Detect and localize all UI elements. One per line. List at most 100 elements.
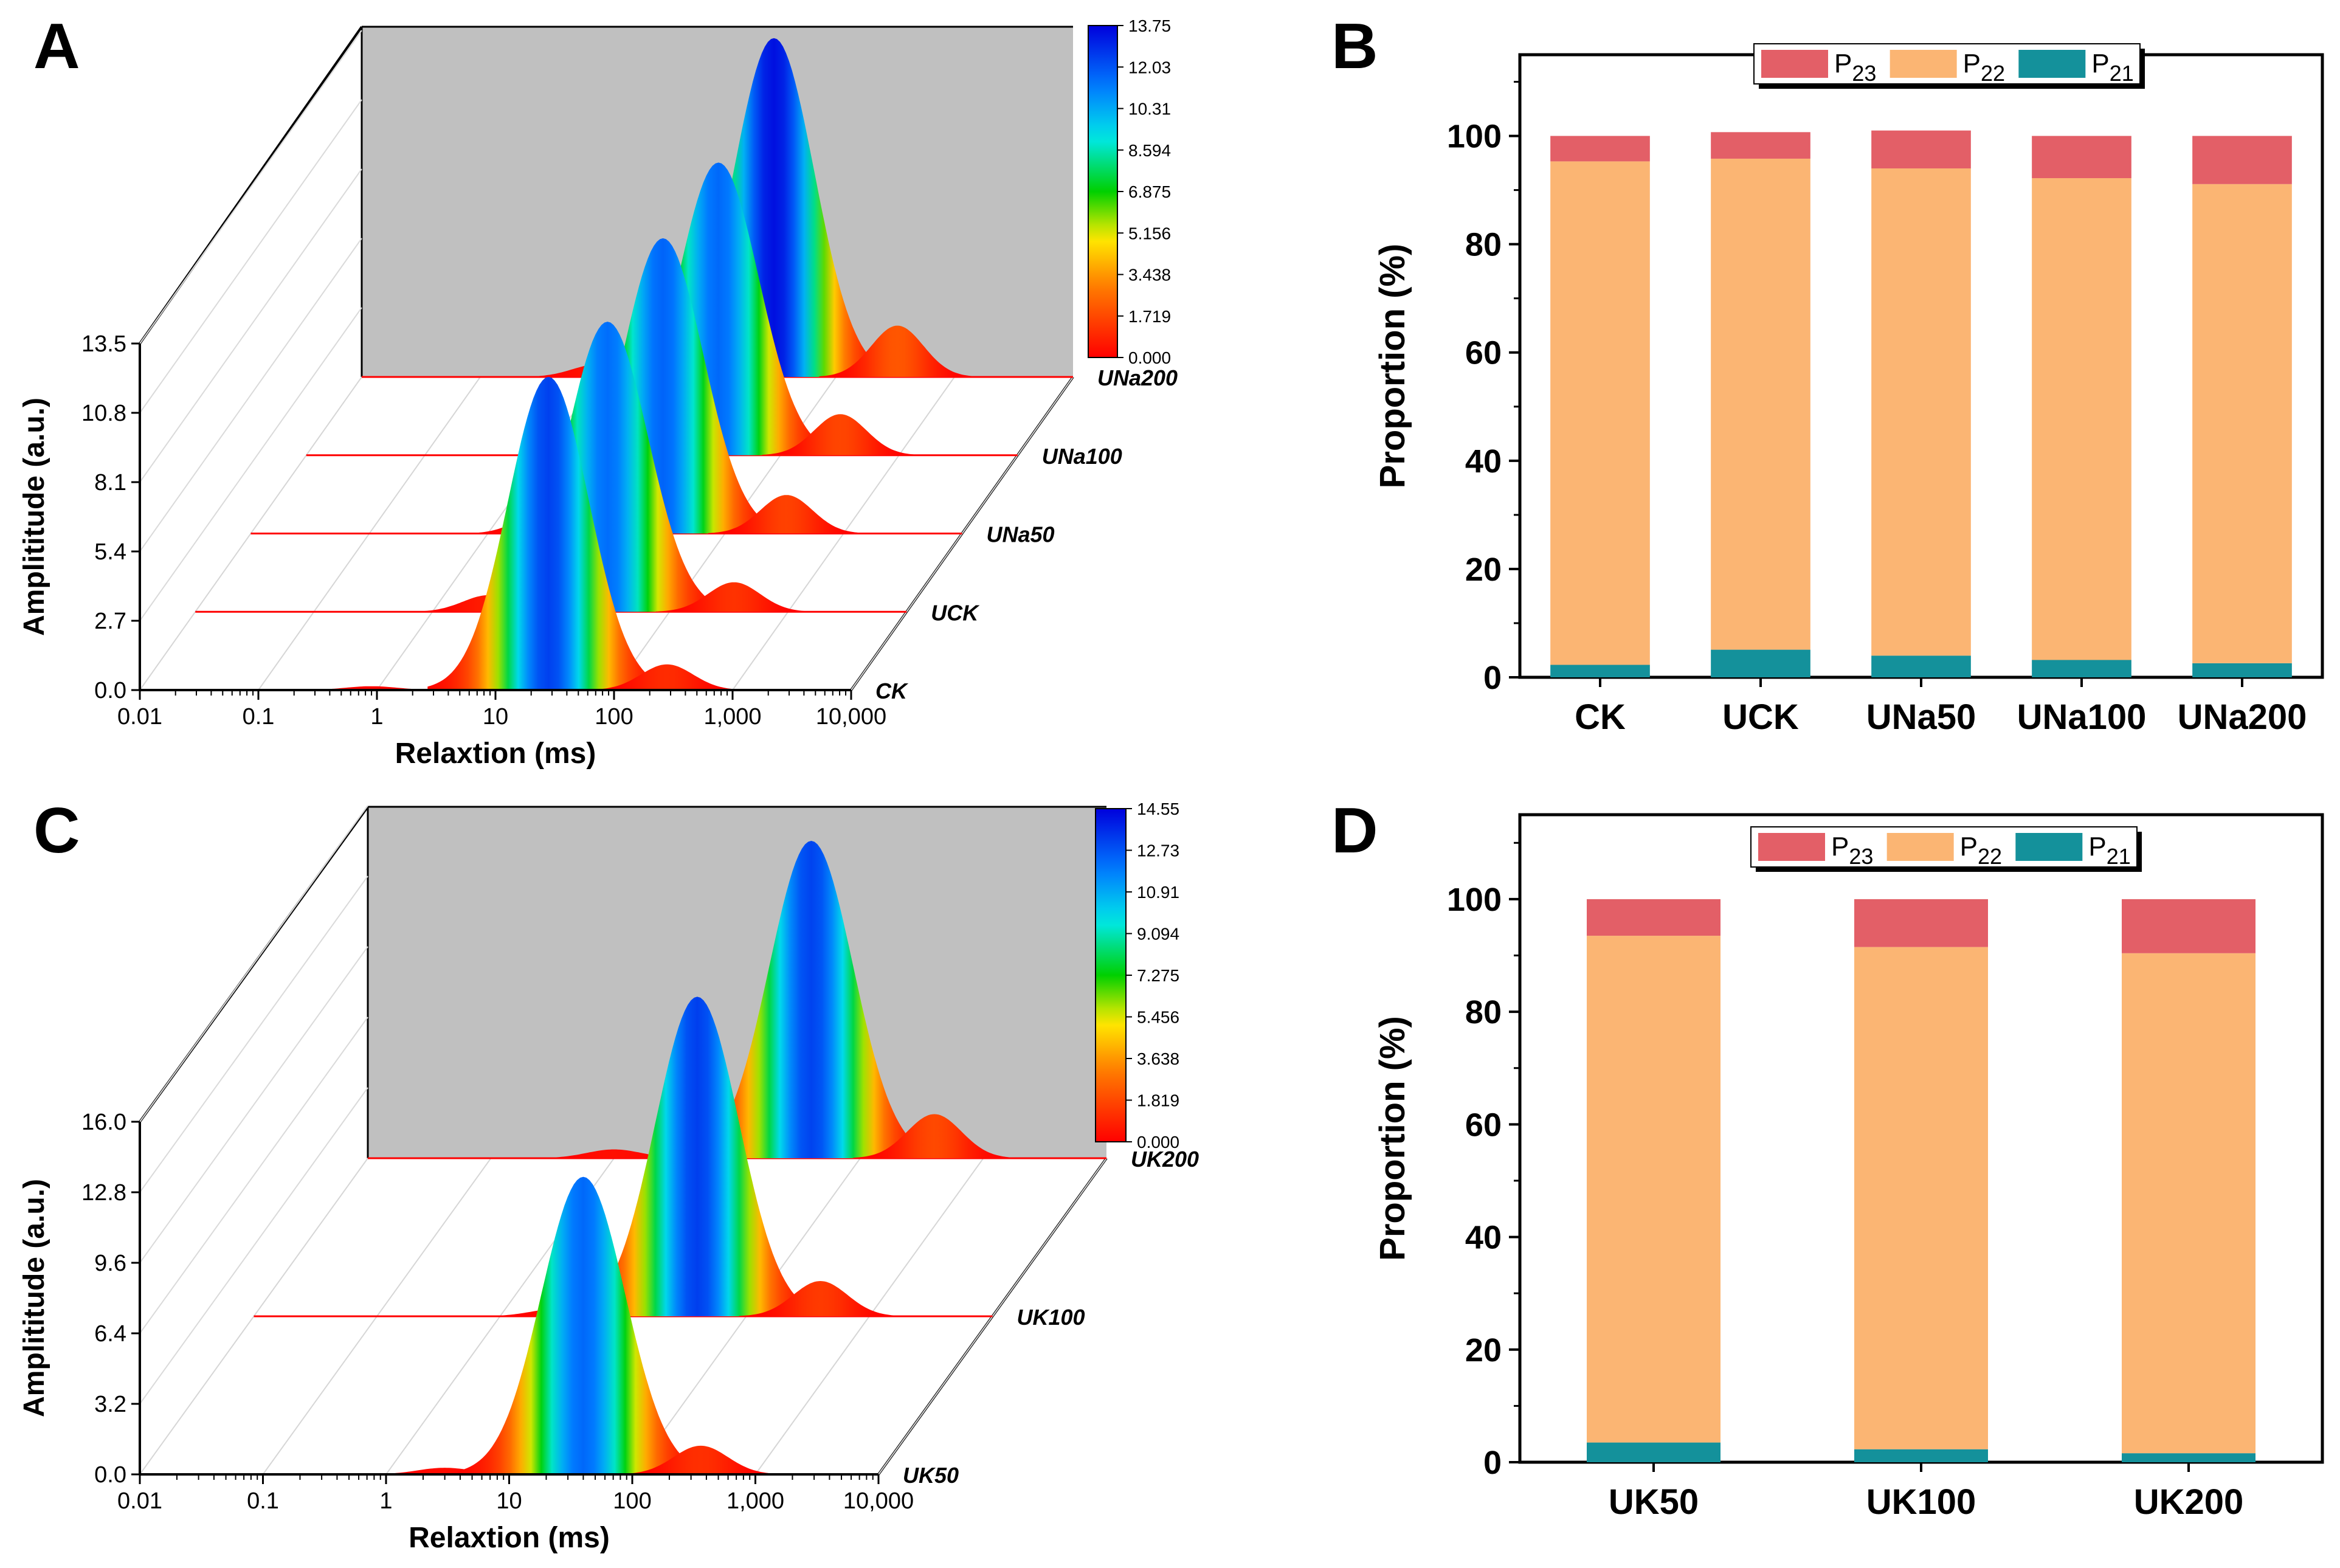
series-peak xyxy=(620,1445,782,1474)
y-tick-label: 80 xyxy=(1465,994,1502,1031)
x-tick-label: 0.01 xyxy=(117,1488,162,1514)
panel-c-waterfall-chart: UK200 UK100 UK50 0.01 0.1 1 10 100 1,000 10,000 0.… xyxy=(18,800,1199,1554)
x-tick-label: CK xyxy=(1575,697,1626,737)
x-tick-label: UNa50 xyxy=(1866,697,1976,737)
y-tick-label: 20 xyxy=(1465,551,1502,588)
panel-letter-d: D xyxy=(1331,795,1378,866)
colorbar-label: 12.03 xyxy=(1128,58,1171,77)
x-tick-label: 0.1 xyxy=(247,1488,279,1514)
side-wall-gridline xyxy=(139,876,368,1193)
legend-swatch-p21 xyxy=(2018,50,2086,78)
bar-uk100 xyxy=(1854,899,1988,1462)
y-tick-label: 12.8 xyxy=(81,1180,126,1206)
x-tick-label: 1,000 xyxy=(727,1488,784,1514)
bar-segment-p22 xyxy=(2032,178,2131,660)
bar-ck xyxy=(1550,136,1650,677)
y-tick-label: 10.8 xyxy=(81,401,126,426)
colorbar-label: 7.275 xyxy=(1137,966,1179,985)
bar-segment-p21 xyxy=(1854,1449,1988,1462)
side-wall-gridline xyxy=(139,30,362,344)
series-label: UCK xyxy=(931,600,980,625)
y-tick-label: 80 xyxy=(1465,227,1502,263)
panel-letter-b: B xyxy=(1331,10,1378,82)
panel-b-stacked-bar-chart: 0 20 40 60 80 100 Proportion (%) CK UCK UNa50 UNa1… xyxy=(1373,43,2324,737)
colorbar-label: 12.73 xyxy=(1137,841,1179,860)
series-peak xyxy=(708,495,865,534)
colorbar-label: 10.31 xyxy=(1128,100,1171,119)
bar-segment-p21 xyxy=(1871,655,1971,677)
colorbar-label: 14.55 xyxy=(1137,800,1179,818)
series-peak xyxy=(853,1114,1016,1158)
series-peak xyxy=(819,325,976,377)
colorbar-label: 5.156 xyxy=(1128,224,1171,243)
bar-una100 xyxy=(2032,136,2131,677)
x-tick-label: 1,000 xyxy=(703,704,761,730)
panel-a-waterfall-chart: UNa200 UNa100 UNa50 UCK CK 0.01 0.1 1 10 100 1,000… xyxy=(18,16,1178,770)
x-axis-title: Relaxtion (ms) xyxy=(395,737,596,770)
y-tick-label: 60 xyxy=(1465,335,1502,371)
series-peak xyxy=(655,582,812,612)
series-label: UNa50 xyxy=(987,522,1055,547)
x-tick-label: 10 xyxy=(483,704,508,730)
bar-segment-p23 xyxy=(1550,136,1650,162)
panel-d-stacked-bar-chart: 0 20 40 60 80 100 Proportion (%) UK50 UK100 UK200… xyxy=(1373,813,2324,1522)
x-tick-label: UK100 xyxy=(1866,1482,1976,1522)
colorbar-label: 9.094 xyxy=(1137,925,1179,944)
series-label: UK200 xyxy=(1131,1147,1199,1172)
legend-swatch-p23 xyxy=(1758,833,1825,861)
y-tick-label: 13.5 xyxy=(81,331,126,357)
bar-segment-p23 xyxy=(1871,130,1971,168)
legend-swatch-p22 xyxy=(1890,50,1957,78)
bar-segment-p22 xyxy=(2122,953,2255,1454)
colorbar-label: 0.000 xyxy=(1137,1133,1179,1152)
bar-uk200 xyxy=(2122,899,2255,1462)
bar-segment-p22 xyxy=(1587,936,1720,1443)
bar-segment-p22 xyxy=(1871,168,1971,656)
side-wall-gridline xyxy=(139,238,362,552)
series-label: UNa100 xyxy=(1042,444,1122,469)
x-tick-label: 0.01 xyxy=(117,704,162,730)
bar-segment-p21 xyxy=(2122,1453,2255,1462)
x-tick-label: UCK xyxy=(1722,697,1799,737)
panel-letter-a: A xyxy=(33,10,80,82)
bar-segment-p23 xyxy=(2192,136,2292,184)
side-wall-gridline xyxy=(139,946,368,1263)
series-label: UNa200 xyxy=(1097,365,1178,390)
y-tick-label: 16.0 xyxy=(81,1110,126,1135)
colorbar-label: 3.438 xyxy=(1128,266,1171,285)
y-tick-label: 6.4 xyxy=(94,1321,126,1347)
bar-segment-p21 xyxy=(2192,663,2292,677)
x-tick-label: UK200 xyxy=(2134,1482,2244,1522)
x-tick-label: UNa200 xyxy=(2178,697,2307,737)
y-tick-label: 0.0 xyxy=(94,1462,126,1488)
bar-una50 xyxy=(1871,130,1971,677)
y-tick-label: 20 xyxy=(1465,1332,1502,1369)
y-tick-label: 60 xyxy=(1465,1107,1502,1143)
y-tick-label: 3.2 xyxy=(94,1392,126,1417)
y-tick-label: 9.6 xyxy=(94,1251,126,1276)
y-axis-title: Amplititude (a.u.) xyxy=(18,1179,50,1417)
bar-segment-p23 xyxy=(2032,136,2131,179)
bar-segment-p22 xyxy=(2192,184,2292,663)
side-wall-gridline xyxy=(139,1017,368,1334)
bar-segment-p23 xyxy=(2122,899,2255,953)
x-tick-label: 100 xyxy=(595,704,633,730)
side-wall-gridline xyxy=(139,1087,368,1404)
x-tick-label: UNa100 xyxy=(2017,697,2147,737)
colorbar-label: 0.000 xyxy=(1128,348,1171,367)
colorbar-label: 1.819 xyxy=(1137,1091,1179,1110)
colorbar-label: 3.638 xyxy=(1137,1049,1179,1068)
side-wall-gridline xyxy=(139,805,368,1122)
colorbar xyxy=(1095,808,1127,1142)
bar-uck xyxy=(1711,132,1810,677)
side-wall-gridline xyxy=(139,307,362,621)
bar-segment-p22 xyxy=(1711,158,1810,650)
series-peak xyxy=(739,1281,902,1316)
bar-segment-p23 xyxy=(1854,899,1988,947)
colorbar-label: 10.91 xyxy=(1137,883,1179,902)
colorbar-label: 6.875 xyxy=(1128,182,1171,201)
bar-segment-p21 xyxy=(2032,660,2131,677)
series-uk50 xyxy=(140,1176,878,1476)
series-peak xyxy=(685,841,937,1158)
